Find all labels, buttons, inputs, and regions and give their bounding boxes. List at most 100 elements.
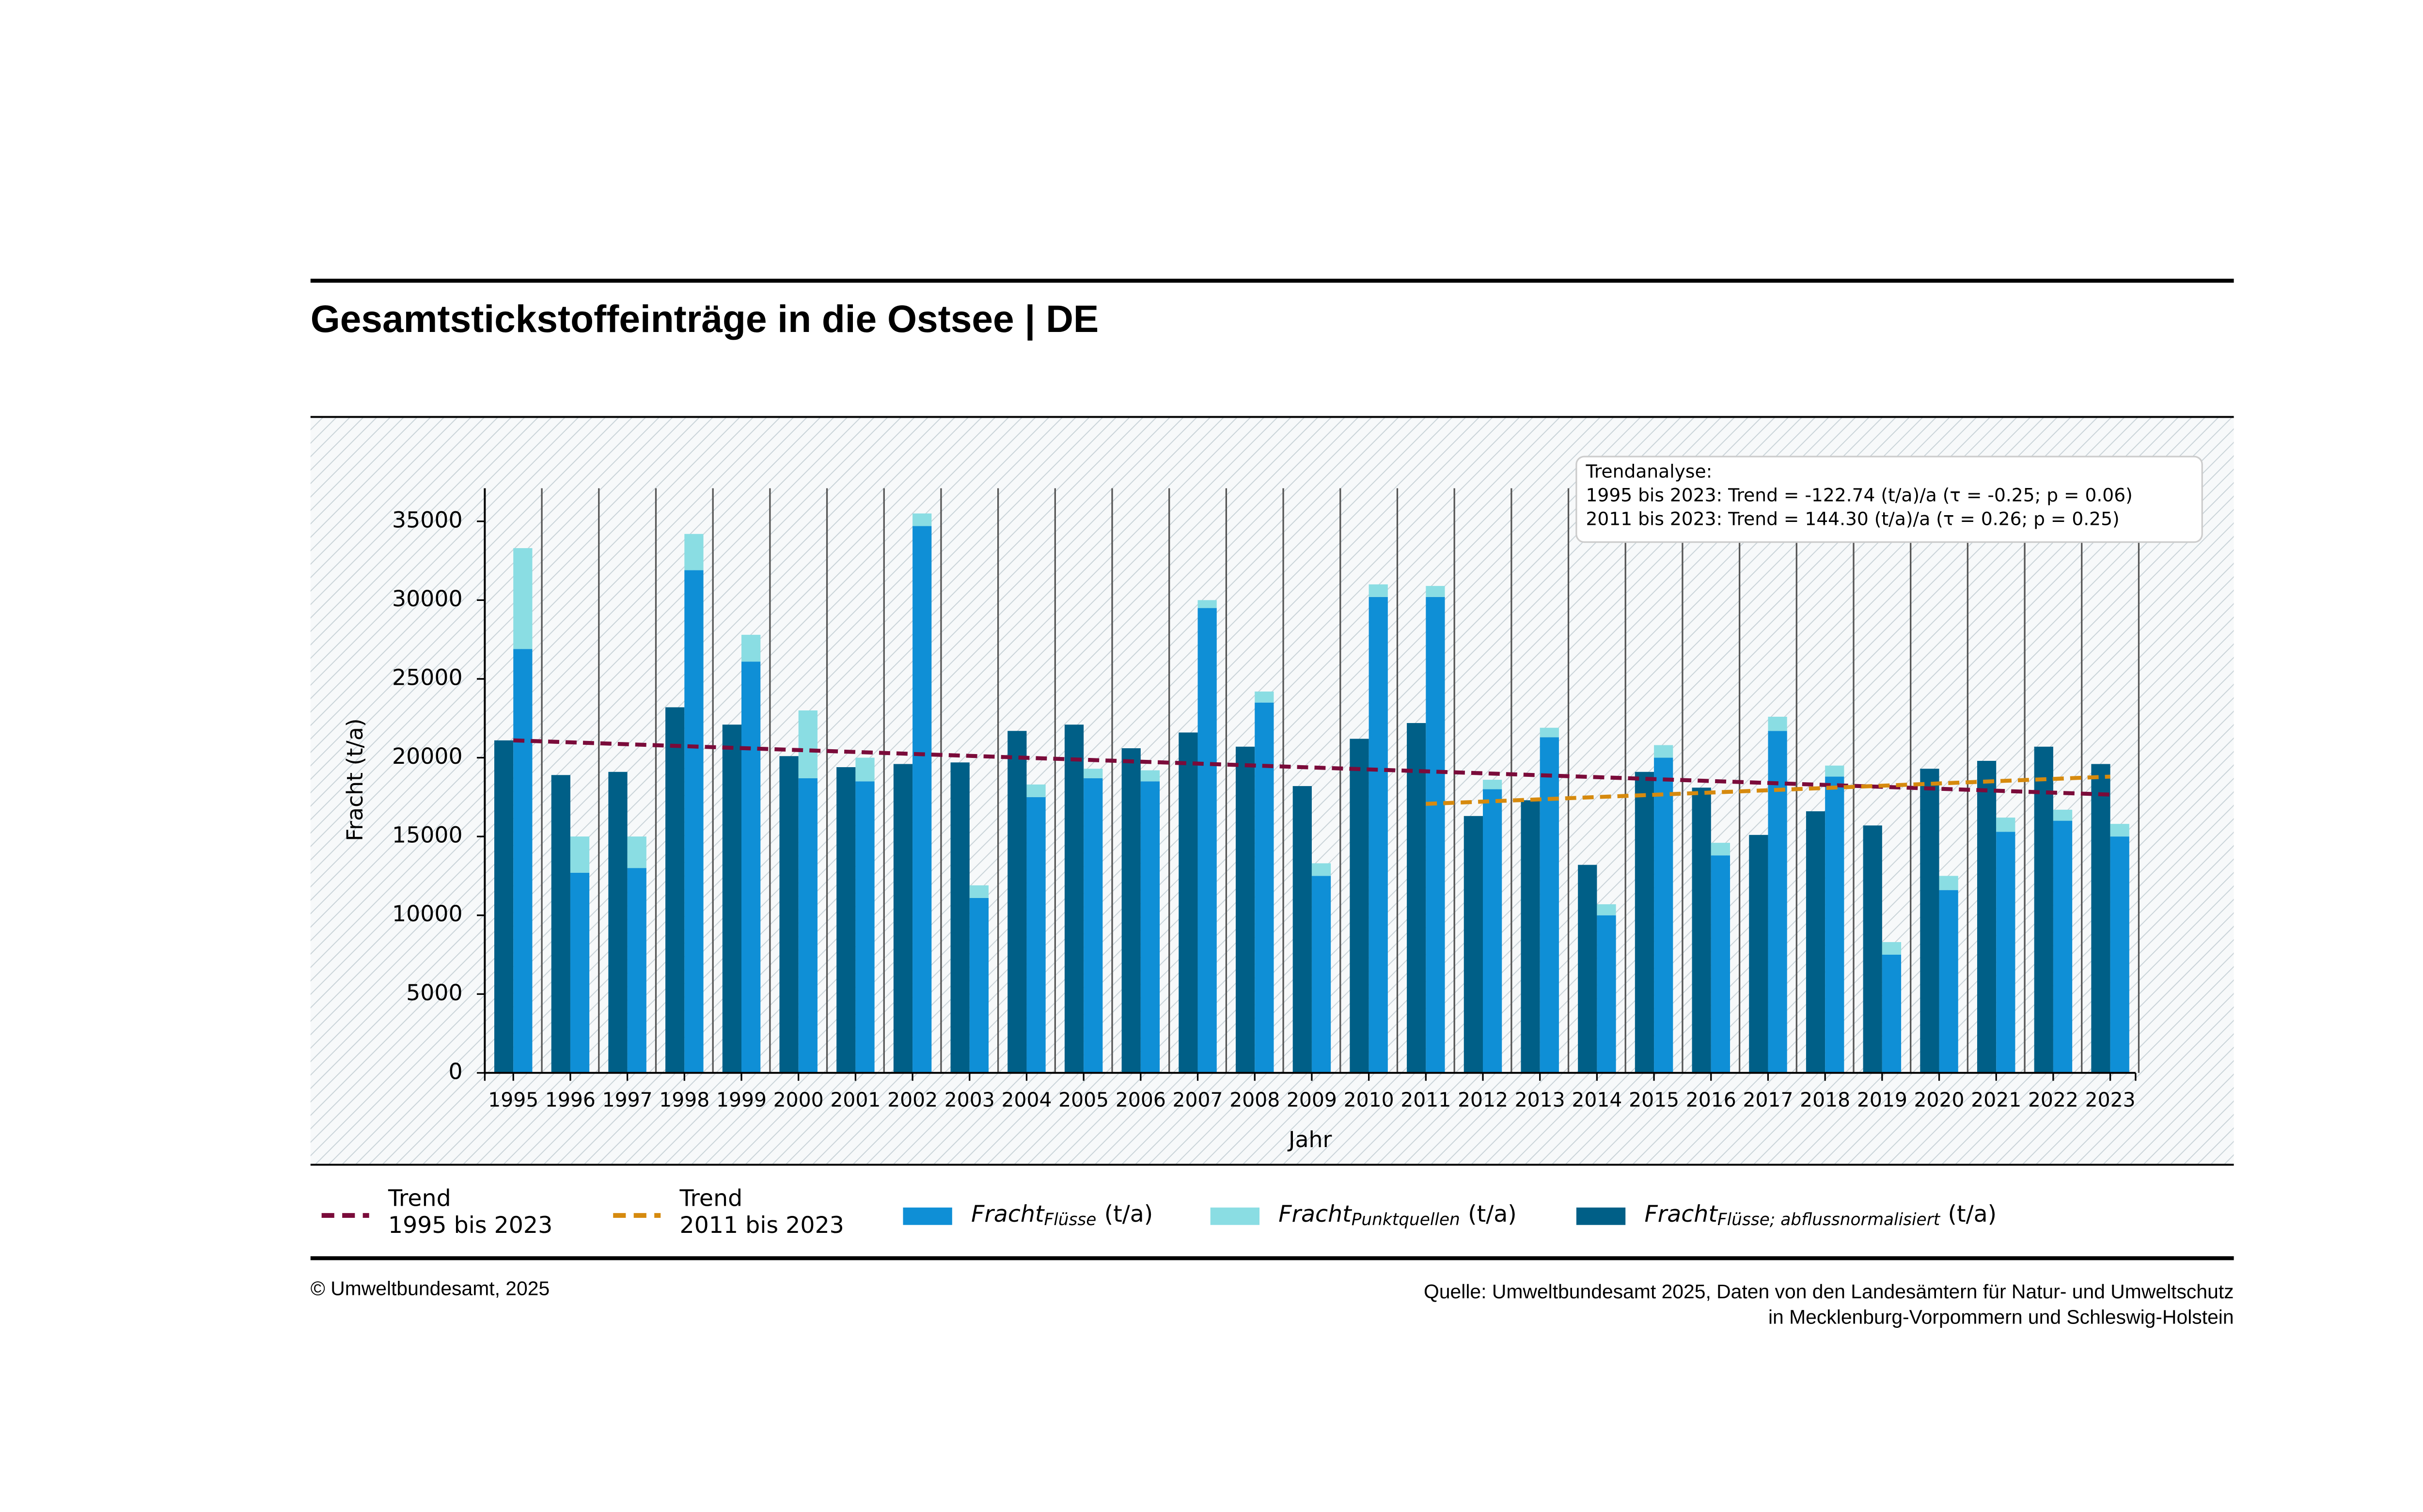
bar: [1064, 724, 1084, 1073]
bar-segment: [684, 534, 704, 570]
bar: [1007, 731, 1027, 1073]
x-tick-label: 2013: [1515, 1088, 1565, 1112]
bar-segment: [1597, 904, 1616, 915]
annotation: Trendanalyse:: [1585, 460, 1712, 482]
x-tick-label: 2012: [1458, 1088, 1508, 1112]
bar-segment: [1483, 780, 1502, 789]
y-axis-label: Fracht (t/a): [342, 718, 368, 841]
bar: [798, 778, 818, 1073]
copyright: © Umweltbundesamt, 2025: [311, 1277, 550, 1300]
legend-label: Trend: [679, 1185, 742, 1212]
legend-label: 1995 bis 2023: [388, 1212, 552, 1239]
bar: [2053, 820, 2073, 1073]
legend-swatch: [1576, 1207, 1626, 1225]
x-axis-label: Jahr: [1287, 1127, 1332, 1152]
legend-name: Fracht: [971, 1201, 1045, 1228]
bar: [1179, 732, 1198, 1073]
bar-segment: [1882, 942, 1902, 955]
legend-unit: (t/a): [1104, 1201, 1153, 1228]
y-tick-label: 30000: [392, 586, 463, 612]
bar-segment: [1026, 784, 1046, 797]
bar: [1540, 737, 1559, 1073]
x-tick-label: 2011: [1400, 1088, 1451, 1112]
bar-segment: [1996, 818, 2015, 832]
bar: [1350, 739, 1369, 1073]
bar: [950, 762, 970, 1073]
bar: [1578, 865, 1597, 1073]
y-tick-label: 20000: [392, 743, 463, 769]
legend-subscript: Flüsse: [1044, 1210, 1097, 1229]
bar-segment: [741, 634, 761, 662]
bar-segment: [1369, 584, 1388, 597]
legend-unit: (t/a): [1948, 1201, 1997, 1228]
bar-segment: [627, 836, 646, 868]
x-tick-label: 2023: [2085, 1088, 2136, 1112]
bar: [627, 868, 646, 1073]
legend-name: Fracht: [1278, 1201, 1353, 1228]
bar: [1977, 761, 1997, 1073]
bar: [2110, 836, 2129, 1073]
bar: [836, 767, 856, 1073]
bar: [1236, 746, 1255, 1073]
x-tick-label: 2021: [1971, 1088, 2021, 1112]
bar-segment: [1311, 863, 1331, 876]
bar-segment: [1426, 586, 1445, 597]
bar: [1255, 702, 1274, 1073]
bar: [551, 775, 570, 1073]
bar: [969, 898, 989, 1073]
y-tick-label: 10000: [392, 901, 463, 927]
x-tick-label: 2016: [1686, 1088, 1736, 1112]
x-tick-label: 2022: [2028, 1088, 2078, 1112]
x-tick-label: 2008: [1229, 1088, 1280, 1112]
bar-segment: [913, 513, 932, 526]
legend-swatch: [1210, 1207, 1260, 1225]
bar: [722, 724, 741, 1073]
bar: [1920, 769, 1939, 1073]
bar: [1692, 788, 1711, 1073]
x-tick-label: 2000: [773, 1088, 824, 1112]
bar: [893, 764, 913, 1073]
bar: [1483, 789, 1502, 1073]
bar: [1882, 954, 1902, 1073]
bar: [1825, 776, 1844, 1073]
x-tick-label: 2018: [1800, 1088, 1850, 1112]
annotation-box: [1575, 456, 2203, 543]
bar: [741, 662, 761, 1073]
y-tick-label: 5000: [406, 980, 462, 1006]
bar: [1140, 781, 1160, 1073]
bar: [1711, 855, 1730, 1073]
x-tick-label: 2004: [1001, 1088, 1052, 1112]
bar: [494, 740, 514, 1073]
legend-name: Fracht: [1644, 1201, 1718, 1228]
bar: [1597, 915, 1616, 1073]
y-tick-label: 0: [449, 1058, 463, 1084]
bar: [1407, 723, 1426, 1073]
source: in Mecklenburg-Vorpommern und Schleswig-…: [1768, 1306, 2234, 1328]
bar: [913, 526, 932, 1073]
trend-line: [1426, 774, 2110, 806]
bar: [779, 756, 799, 1073]
legend-label: 2011 bis 2023: [679, 1212, 844, 1239]
bar-segment: [855, 757, 875, 782]
bar: [1292, 786, 1312, 1073]
bar: [513, 649, 533, 1073]
bar: [1026, 797, 1046, 1073]
x-tick-label: 2020: [1914, 1088, 1965, 1112]
bar: [1749, 835, 1768, 1073]
chart-title: Gesamtstickstoffeinträge in die Ostsee |…: [311, 298, 1099, 340]
legend-subscript: Punktquellen: [1352, 1210, 1460, 1229]
bar-segment: [1140, 770, 1160, 782]
bar: [2034, 746, 2053, 1073]
x-tick-label: 1995: [488, 1088, 538, 1112]
plot: 0 5000 10000 15000 20000 25000 30000 35000 1995 1…: [321, 456, 2203, 1239]
annotation: 2011 bis 2023: Trend = 144.30 (t/a)/a (τ…: [1586, 508, 2119, 529]
legend-unit: (t/a): [1468, 1201, 1517, 1228]
bar-segment: [2110, 824, 2129, 837]
legend-label: FrachtPunktquellen (t/a): [1278, 1201, 1516, 1229]
bar: [1369, 597, 1388, 1073]
bar-segment: [969, 885, 989, 898]
bar-segment: [1768, 716, 1787, 731]
legend-label: FrachtFlüsse; abflussnormalisiert (t/a): [1644, 1201, 1997, 1229]
x-tick-label: 2002: [887, 1088, 938, 1112]
x-tick-label: 1999: [716, 1088, 767, 1112]
